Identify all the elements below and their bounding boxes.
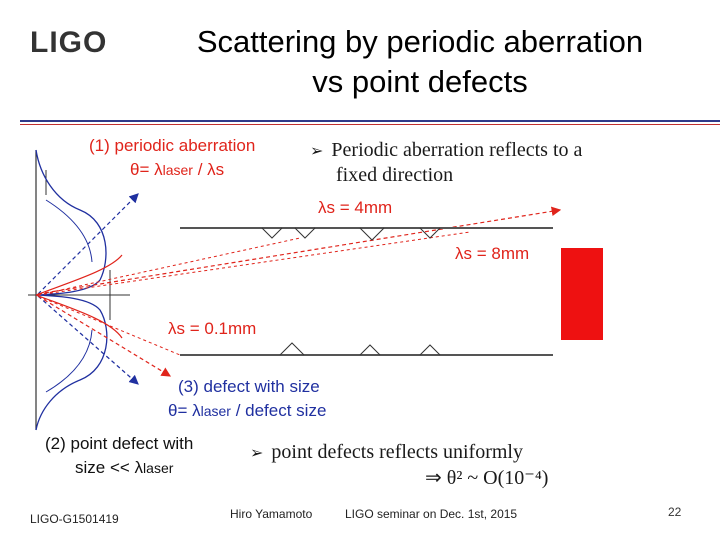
defect-bump-1 xyxy=(261,227,283,239)
defect-theta-prefix: θ= λ xyxy=(168,401,201,420)
beam-profile-lower-curve xyxy=(35,294,108,431)
beam-profile-inner-lower-curve xyxy=(45,329,93,393)
defect-bump-6 xyxy=(359,344,381,356)
defect-theta-suffix: / defect size xyxy=(230,401,327,420)
blue-arrow-lower xyxy=(37,295,139,385)
bullet-point-defects-line1: point defects reflects uniformly xyxy=(271,441,523,463)
defect-bump-2 xyxy=(294,227,316,239)
footer-author: Hiro Yamamoto xyxy=(230,507,313,521)
red-arrow-8mm xyxy=(37,231,471,296)
blue-arrow-upper xyxy=(37,193,139,295)
periodic-theta-sub: laser xyxy=(162,162,193,178)
periodic-aberration-label: (1) periodic aberration xyxy=(89,136,256,155)
defect-bump-4 xyxy=(419,227,441,239)
lambda-4mm-label: λs = 4mm xyxy=(318,198,393,217)
bullet-point-defects: ➢ point defects reflects uniformly xyxy=(250,440,523,465)
footer-event: LIGO seminar on Dec. 1st, 2015 xyxy=(345,507,518,521)
page-number: 22 xyxy=(668,505,682,519)
defect-bump-3 xyxy=(359,227,385,241)
defect-bump-7 xyxy=(419,344,441,356)
beam-profile-upper-curve xyxy=(35,149,107,296)
slide-title-line2: vs point defects xyxy=(312,64,528,99)
point-defect-label-line2: size << λlaser xyxy=(75,458,173,478)
defect-size-label: (3) defect with size xyxy=(178,377,320,396)
periodic-theta-formula: θ= λlaser / λs xyxy=(130,160,224,180)
defect-theta-sub: laser xyxy=(200,403,231,419)
bullet-arrow-icon: ➢ xyxy=(310,141,324,160)
red-beam-lower-curve xyxy=(35,294,123,339)
slide-title: Scattering by periodic aberration vs poi… xyxy=(140,22,700,102)
point-defect-label-line1: (2) point defect with xyxy=(45,434,194,453)
point-defect-size-sub: laser xyxy=(143,460,174,476)
red-arrow-mid xyxy=(37,237,301,296)
red-beam-upper-curve xyxy=(35,254,123,296)
bullet-periodic-line1: Periodic aberration reflects to a xyxy=(331,139,583,161)
header-divider-accent xyxy=(20,124,720,125)
lambda-01mm-label: λs = 0.1mm xyxy=(168,319,257,338)
bullet-periodic: ➢ Periodic aberration reflects to a fixed… xyxy=(310,138,582,188)
defect-theta-formula: θ= λlaser / defect size xyxy=(168,401,326,421)
bullet-arrow-icon: ➢ xyxy=(250,443,264,462)
periodic-theta-suffix: / λs xyxy=(192,160,225,179)
bullet-periodic-line2: fixed direction xyxy=(336,164,454,186)
slide-title-line1: Scattering by periodic aberration xyxy=(196,24,644,59)
beam-profile-inner-upper-curve xyxy=(45,199,93,263)
header-divider xyxy=(20,120,720,122)
red-arrow-low xyxy=(37,295,181,356)
periodic-pattern-box xyxy=(561,248,603,340)
lambda-8mm-label: λs = 8mm xyxy=(455,244,530,263)
footer-doc-id: LIGO-G1501419 xyxy=(30,512,119,526)
defect-bump-5 xyxy=(279,342,305,356)
periodic-theta-prefix: θ= λ xyxy=(130,160,163,179)
point-defect-size-prefix: size << λ xyxy=(75,458,144,477)
ligo-logo: LIGO xyxy=(30,26,108,59)
red-arrow-01mm xyxy=(37,295,172,377)
bullet-point-defects-line2: ⇒ θ² ~ O(10⁻⁴) xyxy=(425,467,549,489)
